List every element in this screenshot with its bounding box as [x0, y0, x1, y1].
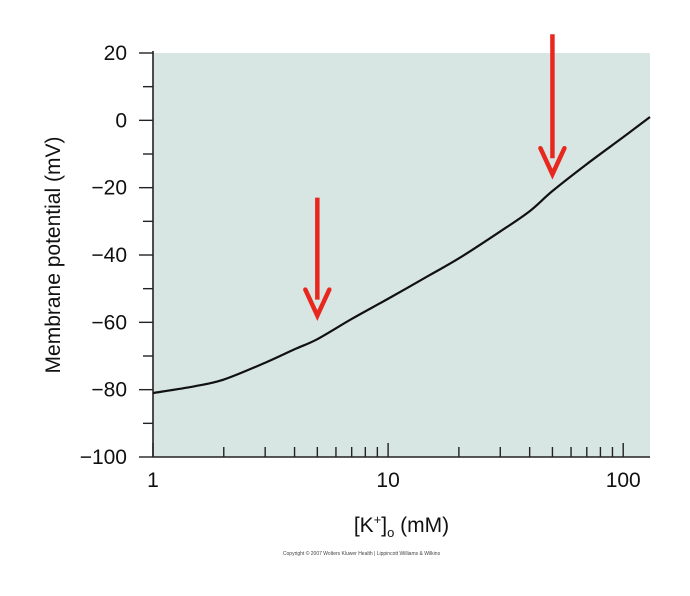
y-tick-label: −40	[91, 244, 127, 267]
ticks: 20 0 −20 −40 −60 −80 −100 1 10 100	[80, 42, 641, 492]
series-line-0	[152, 116, 651, 395]
y-tick-label: 20	[104, 42, 127, 65]
annotation-arrow	[303, 197, 332, 321]
annotations	[303, 34, 567, 321]
x-tick-label: 1	[147, 469, 159, 492]
x-tick-label: 100	[606, 469, 641, 492]
y-tick-label: −20	[91, 177, 127, 200]
annotation-arrow-head	[303, 287, 332, 321]
series	[152, 116, 651, 395]
y-tick-label: −80	[91, 379, 127, 402]
plot-background	[153, 53, 650, 457]
y-tick-label: 0	[115, 109, 127, 132]
annotation-arrow-head	[538, 145, 567, 180]
x-axis-title: [K+]o (mM)	[354, 512, 449, 540]
annotation-arrow	[538, 34, 567, 180]
copyright-text: Copyright © 2007 Wolters Kluwer Health |…	[283, 550, 441, 557]
y-tick-label: −60	[91, 311, 127, 334]
y-tick-label: −100	[80, 446, 127, 469]
x-tick-label: 10	[376, 469, 399, 492]
y-axis-title: Membrane potential (mV)	[42, 137, 65, 374]
